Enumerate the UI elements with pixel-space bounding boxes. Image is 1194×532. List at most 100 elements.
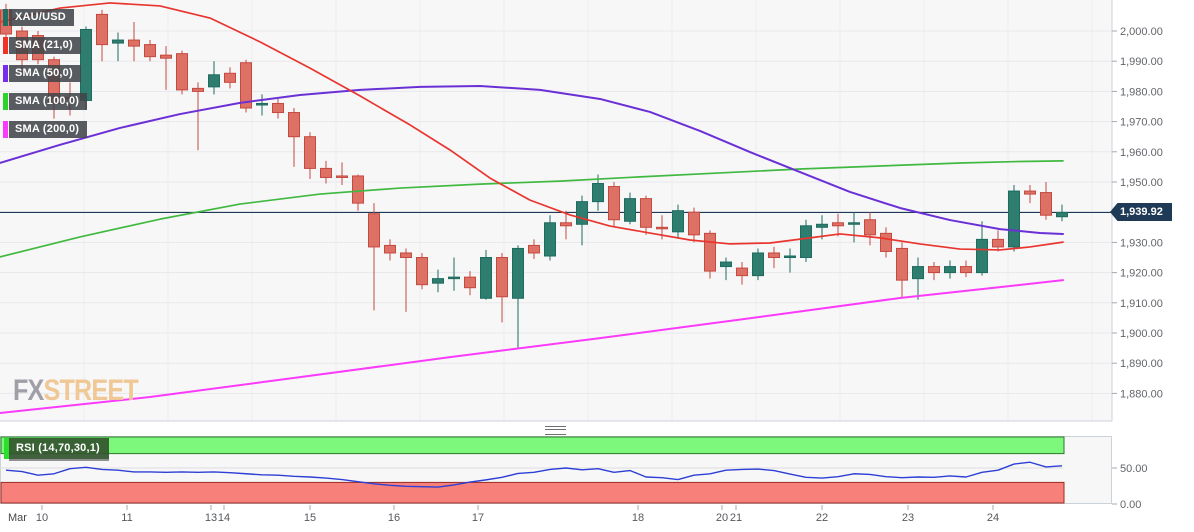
- axis-label: 1,910.00: [1120, 298, 1163, 310]
- candle-body: [80, 28, 92, 101]
- axis-label: 1,950.00: [1120, 177, 1163, 189]
- axis-label: 13: [205, 512, 217, 524]
- axis-label: 0.00: [1120, 499, 1141, 511]
- sma21-legend-label: SMA (21,0): [9, 37, 81, 54]
- pane-resize-handle-icon[interactable]: [545, 426, 566, 435]
- xauusd-legend-color-bar: [3, 9, 8, 26]
- legend-item-sma50: SMA (50,0): [3, 65, 81, 82]
- rsi-legend-color-bar: [4, 438, 9, 459]
- candle-body: [976, 238, 988, 274]
- axis-label: 23: [902, 512, 914, 524]
- axis-label: 1,890.00: [1120, 358, 1163, 370]
- candle-body: [1056, 211, 1068, 218]
- candle-body: [992, 238, 1004, 248]
- rsi-line: [5, 461, 1063, 488]
- sma100-line: [0, 160, 1064, 258]
- candle-body: [736, 267, 748, 277]
- candle-body: [528, 244, 540, 254]
- candle-body: [512, 247, 524, 299]
- candle-body: [384, 244, 396, 254]
- candle-body: [352, 175, 364, 204]
- candle-body: [624, 198, 636, 222]
- axis-label: 1,930.00: [1120, 237, 1163, 249]
- candle-body: [400, 252, 412, 259]
- candle-body: [320, 167, 332, 178]
- candle-body: [560, 222, 572, 227]
- candle-body: [128, 39, 140, 47]
- candle-body: [704, 232, 716, 272]
- candle-body: [592, 183, 604, 203]
- axis-label: 10: [36, 512, 48, 524]
- candle-body: [1024, 190, 1036, 195]
- axis-label: 1,960.00: [1120, 147, 1163, 159]
- candle-body: [800, 225, 812, 258]
- axis-label: 14: [218, 512, 230, 524]
- candle-body: [672, 210, 684, 233]
- axis-label: 50.00: [1120, 463, 1148, 475]
- candle-body: [208, 74, 220, 88]
- candle-body: [336, 175, 348, 178]
- sma50-legend-color-bar: [3, 65, 8, 82]
- axis-label: 1,920.00: [1120, 268, 1163, 280]
- candle-body: [368, 213, 380, 248]
- rsi-legend-label: RSI (14,70,30,1): [9, 438, 109, 459]
- sma21-legend-color-bar: [3, 37, 8, 54]
- xauusd-legend-label: XAU/USD: [9, 9, 74, 26]
- sma200-legend-label: SMA (200,0): [9, 121, 88, 138]
- legend-item-sma200: SMA (200,0): [3, 121, 88, 138]
- candle-body: [720, 261, 732, 268]
- candle-body: [288, 112, 300, 138]
- candle-body: [256, 102, 268, 106]
- axis-label: Mar: [8, 512, 27, 524]
- candle-body: [688, 211, 700, 236]
- axis-label: 24: [987, 512, 999, 524]
- candle-body: [576, 201, 588, 225]
- candle-body: [144, 44, 156, 58]
- candle-body: [416, 257, 428, 286]
- legend-item-sma100: SMA (100,0): [3, 93, 88, 110]
- axis-label: 17: [472, 512, 484, 524]
- candle-body: [640, 198, 652, 228]
- candle-body: [896, 247, 908, 281]
- rsi-overbought-band: [0, 436, 1065, 455]
- candle-body: [880, 232, 892, 252]
- sma100-legend-color-bar: [3, 93, 8, 110]
- sma21-line: [0, 2, 1064, 251]
- candle-body: [496, 257, 508, 298]
- sma200-legend-color-bar: [3, 121, 8, 138]
- current-price-tag: 1,939.92: [1110, 203, 1172, 221]
- candle-body: [784, 255, 796, 259]
- candle-body: [448, 276, 460, 280]
- candle-body: [1040, 192, 1052, 216]
- axis-label: 1,980.00: [1120, 86, 1163, 98]
- candle-body: [272, 102, 284, 114]
- fxstreet-watermark-logo: FXSTREET: [13, 374, 139, 408]
- rsi-oversold-band: [0, 481, 1065, 504]
- axis-label: 21: [730, 512, 742, 524]
- sma100-legend-label: SMA (100,0): [9, 93, 88, 110]
- candle-body: [224, 72, 236, 83]
- candle-body: [816, 223, 828, 228]
- candle-body: [912, 266, 924, 280]
- candle-body: [1008, 190, 1020, 248]
- candle-body: [304, 136, 316, 169]
- watermark-street-text: STREET: [43, 374, 139, 407]
- axis-label: 16: [388, 512, 400, 524]
- candle-body: [768, 252, 780, 259]
- candle-body: [192, 87, 204, 92]
- axis-label: 11: [121, 512, 132, 524]
- candle-body: [928, 266, 940, 274]
- candle-body: [848, 222, 860, 225]
- axis-label: 2,000.00: [1120, 26, 1163, 38]
- axis-label: 22: [816, 512, 828, 524]
- candle-body: [608, 186, 620, 221]
- axis-label: 1,970.00: [1120, 117, 1163, 129]
- axis-label: 15: [304, 512, 316, 524]
- candle-body: [944, 266, 956, 274]
- rsi-indicator-legend: RSI (14,70,30,1): [4, 438, 109, 459]
- candle-body: [832, 222, 844, 227]
- axis-label: 1,880.00: [1120, 388, 1163, 400]
- axis-label: 1,900.00: [1120, 328, 1163, 340]
- axis-label: 18: [632, 512, 644, 524]
